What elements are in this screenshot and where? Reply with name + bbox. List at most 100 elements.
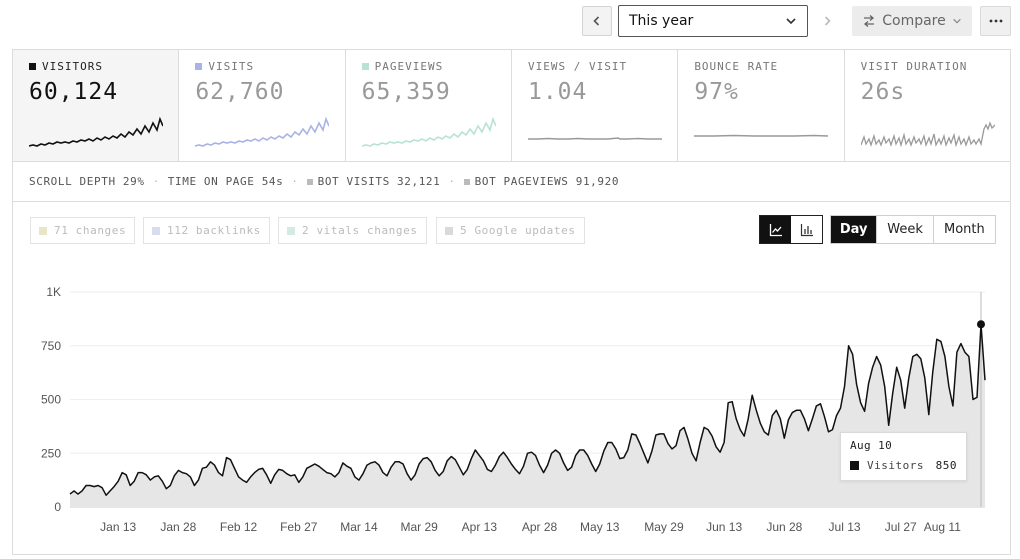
chevron-down-icon — [952, 18, 961, 24]
annotation-swatch — [445, 226, 453, 235]
stat-views-per-visit-value: 1.04 — [527, 79, 588, 105]
stat-views-per-visit[interactable]: VIEWS / VISIT 1.04 — [512, 50, 679, 161]
stat-pageviews[interactable]: PAGEVIEWS 65,359 — [346, 50, 512, 161]
x-tick-label: Jan 28 — [160, 520, 196, 534]
stat-bounce-rate-value: 97% — [694, 79, 739, 105]
time-on-page-metric: TIME ON PAGE 54s — [167, 175, 284, 188]
x-tick-label: Apr 28 — [522, 520, 558, 534]
bot-visits-swatch — [306, 178, 313, 185]
x-tick-label: Apr 13 — [462, 520, 498, 534]
x-tick-label: Jun 28 — [766, 520, 802, 534]
visitors-area — [70, 324, 985, 507]
views-per-visit-sparkline — [527, 137, 662, 140]
annotation-label: 5 Google updates — [460, 224, 576, 237]
more-options-button[interactable] — [980, 6, 1011, 36]
stat-visitors[interactable]: VISITORS 60,124 — [13, 50, 180, 161]
x-tick-label: Feb 12 — [220, 520, 258, 534]
stat-visitors-label: VISITORS — [29, 60, 162, 73]
visit-duration-sparkline — [860, 121, 995, 148]
tooltip-series-name: Visitors — [867, 459, 924, 472]
stat-bounce-rate-label: BOUNCE RATE — [694, 60, 779, 73]
pageviews-sparkline — [361, 116, 496, 147]
annotation-swatch — [39, 226, 47, 235]
bot-visits-text: BOT VISITS 32,121 — [317, 175, 441, 188]
annotation-swatch — [287, 226, 295, 235]
separator-dot: · — [291, 175, 299, 188]
bounce-rate-sparkline — [694, 134, 829, 137]
bot-pageviews-swatch — [463, 178, 470, 185]
chevron-right-icon — [824, 16, 831, 26]
interval-week-button[interactable]: Week — [877, 216, 934, 243]
annotation-changes-chip[interactable]: 71 changes — [30, 217, 136, 244]
line-chart-toggle[interactable] — [760, 216, 791, 243]
stat-bounce-rate[interactable]: BOUNCE RATE 97% — [678, 50, 845, 161]
stat-visitors-value: 60,124 — [29, 79, 119, 105]
visitors-chart[interactable]: 0 250 500 750 1K Jan 13 Jan 28 Feb 12 Feb 27 Mar… — [13, 250, 1010, 554]
compare-button[interactable]: Compare — [852, 6, 972, 36]
analytics-card: VISITORS 60,124 VISITS 62,760 PAGEVIEWS … — [12, 49, 1011, 555]
separator-dot: · — [152, 175, 160, 188]
next-period-button[interactable] — [812, 6, 842, 36]
scroll-depth-metric: SCROLL DEPTH 29% — [29, 175, 145, 188]
stat-label-text: VISITORS — [42, 60, 103, 73]
period-select-value: This year — [629, 13, 694, 29]
bar-chart-icon — [800, 223, 813, 236]
visitors-series-line — [69, 323, 986, 496]
series-swatch — [361, 63, 369, 70]
y-tick-label: 250 — [41, 446, 61, 460]
tooltip-value: 850 — [935, 459, 957, 472]
annotation-vitals-chip[interactable]: 2 vitals changes — [278, 217, 427, 244]
interval-day-button[interactable]: Day — [831, 216, 878, 243]
stat-label-text: PAGEVIEWS — [374, 60, 444, 73]
x-tick-label: Mar 29 — [400, 520, 438, 534]
stat-visits[interactable]: VISITS 62,760 — [179, 50, 346, 161]
series-swatch — [195, 63, 203, 70]
bot-pageviews-metric: BOT PAGEVIEWS 91,920 — [463, 175, 620, 188]
stat-visit-duration-value: 26s — [860, 79, 906, 105]
annotation-google-updates-chip[interactable]: 5 Google updates — [436, 217, 585, 244]
bot-pageviews-text: BOT PAGEVIEWS 91,920 — [474, 175, 620, 188]
x-tick-label: Feb 27 — [280, 520, 318, 534]
stat-pageviews-label: PAGEVIEWS — [361, 60, 495, 73]
hover-point — [976, 320, 985, 329]
x-tick-label: Jul 27 — [885, 520, 917, 534]
stat-label-text: VISITS — [208, 60, 255, 73]
stat-visits-label: VISITS — [195, 60, 328, 73]
x-tick-label: Aug 11 — [924, 520, 961, 534]
period-select[interactable]: This year — [618, 5, 808, 37]
x-tick-label: May 29 — [644, 520, 684, 534]
tooltip-date: Aug 10 — [850, 439, 893, 452]
series-swatch — [29, 63, 36, 70]
annotation-backlinks-chip[interactable]: 112 backlinks — [143, 217, 270, 244]
x-tick-label: Jan 13 — [100, 520, 136, 534]
previous-period-button[interactable] — [582, 6, 612, 36]
visitors-sparkline — [29, 116, 163, 147]
y-tick-label: 500 — [41, 393, 61, 407]
chevron-down-icon — [786, 18, 796, 25]
stat-visits-value: 62,760 — [195, 79, 285, 105]
y-tick-label: 0 — [54, 500, 61, 514]
stat-visit-duration[interactable]: VISIT DURATION 26s — [845, 50, 1010, 161]
bar-chart-toggle[interactable] — [791, 216, 822, 243]
x-tick-label: Mar 14 — [340, 520, 378, 534]
compare-label: Compare — [882, 13, 946, 29]
annotation-label: 112 backlinks — [167, 224, 261, 237]
compare-arrows-icon — [864, 15, 875, 27]
annotation-label: 71 changes — [54, 224, 127, 237]
tooltip-series-swatch — [850, 461, 859, 470]
annotation-label: 2 vitals changes — [302, 224, 418, 237]
visits-sparkline — [195, 116, 330, 147]
annotation-swatch — [152, 226, 160, 235]
chart-tooltip: Aug 10 Visitors 850 — [840, 432, 967, 481]
stat-pageviews-value: 65,359 — [361, 79, 451, 105]
tooltip-row: Visitors 850 — [850, 459, 957, 472]
interval-month-button[interactable]: Month — [944, 222, 985, 237]
separator-dot: · — [448, 175, 456, 188]
bot-visits-metric: BOT VISITS 32,121 — [306, 175, 441, 188]
y-tick-label: 750 — [41, 339, 61, 353]
stat-views-per-visit-label: VIEWS / VISIT — [527, 60, 628, 73]
x-tick-label: Jun 13 — [706, 520, 742, 534]
y-tick-label: 1K — [46, 285, 61, 299]
chevron-left-icon — [593, 16, 600, 26]
chart-type-toggle — [759, 215, 823, 244]
